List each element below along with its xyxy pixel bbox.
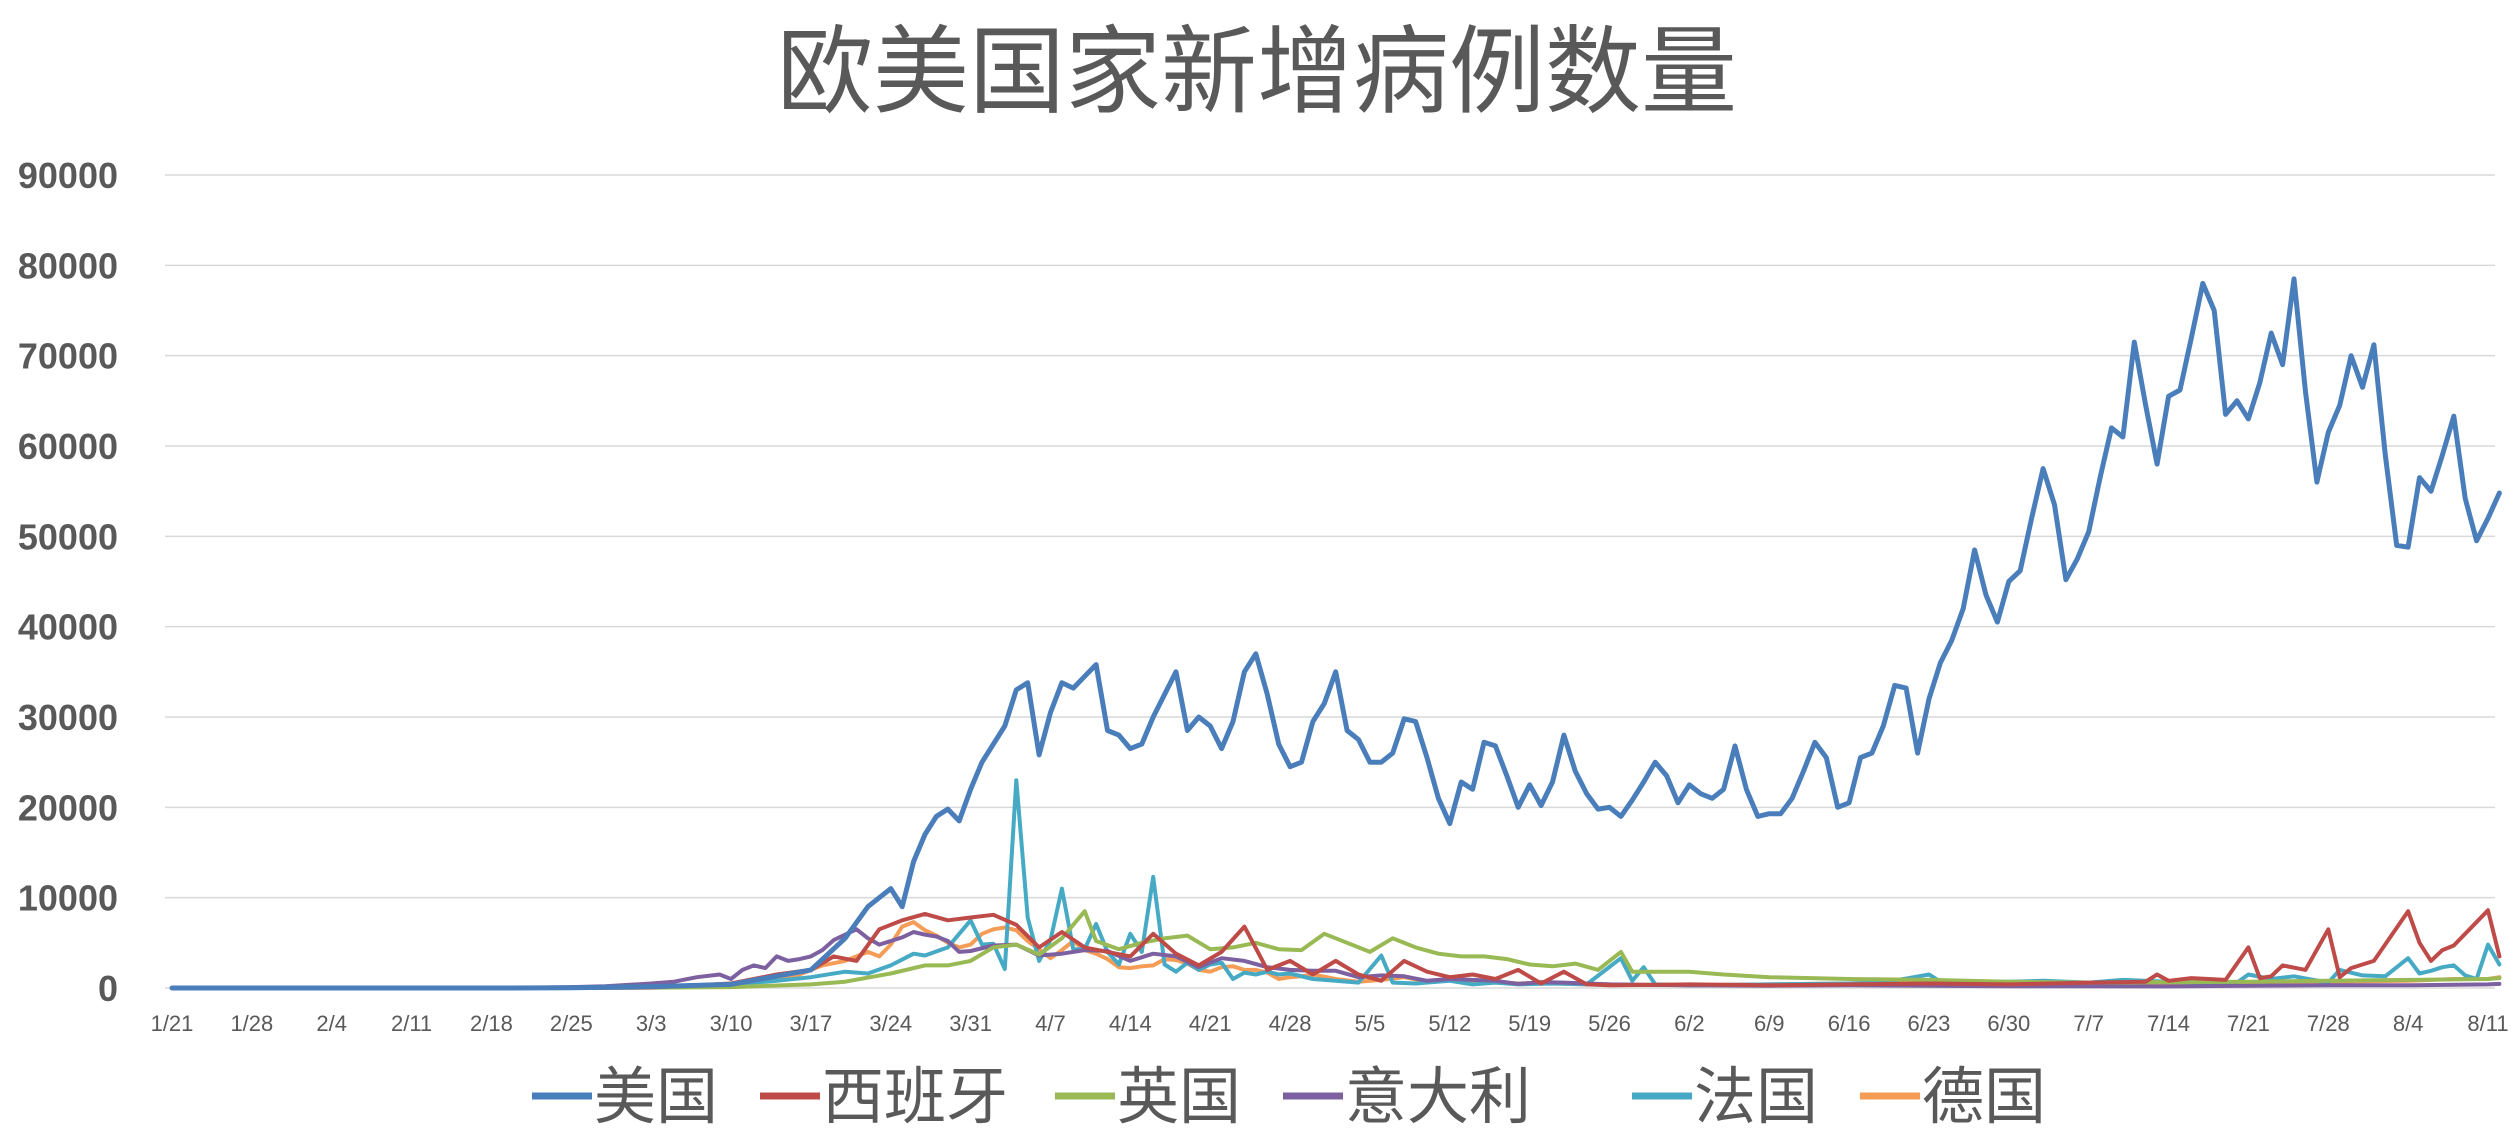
x-tick-label: 1/21 [151,1011,194,1036]
legend-label: 英国 [1117,1060,1241,1130]
legend-item-法国: 法国 [1632,1060,1818,1130]
x-axis-ticks: 1/21 1/28 2/4 2/11 2/18 2/25 3/3 3/10 3/17 3/24 3/… [151,1011,2509,1036]
y-tick-label: 80000 [18,245,118,286]
x-tick-label: 3/17 [789,1011,832,1036]
x-tick-label: 2/11 [391,1011,432,1036]
x-tick-label: 2/4 [316,1011,347,1036]
y-axis-ticks: 0 10000 20000 30000 40000 50000 60000 70000 8000… [18,155,118,1009]
y-tick-label: 10000 [18,878,118,919]
x-tick-label: 3/10 [710,1011,753,1036]
x-tick-label: 2/18 [470,1011,513,1036]
x-tick-label: 8/11 [2467,1011,2508,1036]
legend-label: 德国 [1922,1060,2046,1130]
legend-item-意大利: 意大利 [1283,1060,1531,1130]
x-tick-label: 6/9 [1754,1011,1785,1036]
x-tick-label: 5/5 [1355,1011,1386,1036]
x-tick-label: 7/7 [2073,1011,2104,1036]
x-tick-label: 4/21 [1189,1011,1232,1036]
y-tick-label: 60000 [18,426,118,467]
y-tick-label: 50000 [18,516,118,557]
x-tick-label: 6/30 [1987,1011,2030,1036]
y-tick-label: 30000 [18,697,118,738]
x-tick-label: 6/23 [1908,1011,1951,1036]
x-tick-label: 6/16 [1828,1011,1871,1036]
legend-label: 法国 [1694,1060,1818,1130]
series-line [170,908,2502,990]
gridlines [165,174,2495,989]
y-tick-label: 70000 [18,336,118,377]
series-西班牙 [170,908,2502,990]
y-tick-label: 20000 [18,787,118,828]
x-tick-label: 5/12 [1428,1011,1471,1036]
x-tick-label: 4/7 [1035,1011,1066,1036]
series-line [170,778,2502,990]
x-tick-label: 1/28 [230,1011,273,1036]
series-法国 [170,778,2502,990]
x-tick-label: 8/4 [2393,1011,2424,1036]
series-美国 [169,276,2502,991]
chart-title: 欧美国家新增病例数量 [777,16,1737,128]
x-tick-label: 5/26 [1588,1011,1631,1036]
x-tick-label: 3/24 [869,1011,912,1036]
legend-label: 意大利 [1345,1060,1531,1130]
x-tick-label: 6/2 [1674,1011,1705,1036]
y-tick-label: 40000 [18,607,118,648]
series-lines [169,276,2502,991]
x-tick-label: 2/25 [550,1011,593,1036]
legend-label: 美国 [594,1060,718,1130]
x-tick-label: 3/31 [949,1011,992,1036]
legend-item-西班牙: 西班牙 [760,1060,1008,1130]
x-tick-label: 4/14 [1109,1011,1152,1036]
legend: 美国 西班牙 英国 意大利 法国 德国 [532,1060,2046,1130]
x-tick-label: 4/28 [1269,1011,1312,1036]
y-tick-label: 90000 [18,155,118,196]
series-line [169,276,2502,991]
x-tick-label: 7/14 [2147,1011,2190,1036]
legend-item-德国: 德国 [1860,1060,2046,1130]
x-tick-label: 7/21 [2227,1011,2270,1036]
legend-item-英国: 英国 [1055,1060,1241,1130]
x-tick-label: 5/19 [1508,1011,1551,1036]
y-tick-label: 0 [98,968,118,1009]
x-tick-label: 3/3 [636,1011,667,1036]
x-tick-label: 7/28 [2307,1011,2350,1036]
legend-item-美国: 美国 [532,1060,718,1130]
legend-label: 西班牙 [822,1060,1008,1130]
